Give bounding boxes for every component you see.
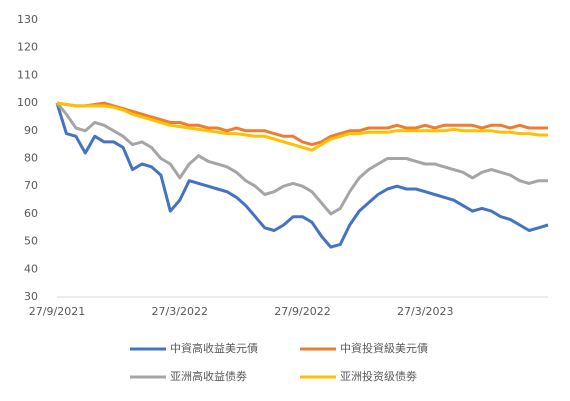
y-tick-label: 70 xyxy=(24,179,38,192)
y-tick-label: 60 xyxy=(24,207,38,220)
x-tick-label: 27/3/2023 xyxy=(397,305,453,318)
y-tick-label: 110 xyxy=(17,68,38,81)
y-tick-label: 40 xyxy=(24,262,38,275)
y-tick-label: 90 xyxy=(24,124,38,137)
legend-label: 中資投資級美元債 xyxy=(340,341,428,355)
x-tick-label: 27/9/2022 xyxy=(274,305,330,318)
legend-label: 亚洲投资级债劵 xyxy=(340,369,417,383)
x-tick-label: 27/9/2021 xyxy=(29,305,85,318)
y-tick-label: 120 xyxy=(17,41,38,54)
y-tick-label: 100 xyxy=(17,96,38,109)
series-line xyxy=(56,101,548,152)
legend-label: 亚洲高收益债劵 xyxy=(170,369,247,383)
y-tick-label: 130 xyxy=(17,13,38,26)
y-tick-label: 30 xyxy=(24,290,38,303)
series-line xyxy=(55,102,549,249)
series-line xyxy=(55,102,548,216)
y-tick-label: 50 xyxy=(24,235,38,248)
series-line xyxy=(56,101,548,147)
legend-label: 中資高收益美元債 xyxy=(170,341,258,355)
y-tick-label: 80 xyxy=(24,152,38,165)
x-tick-label: 27/3/2022 xyxy=(152,305,208,318)
